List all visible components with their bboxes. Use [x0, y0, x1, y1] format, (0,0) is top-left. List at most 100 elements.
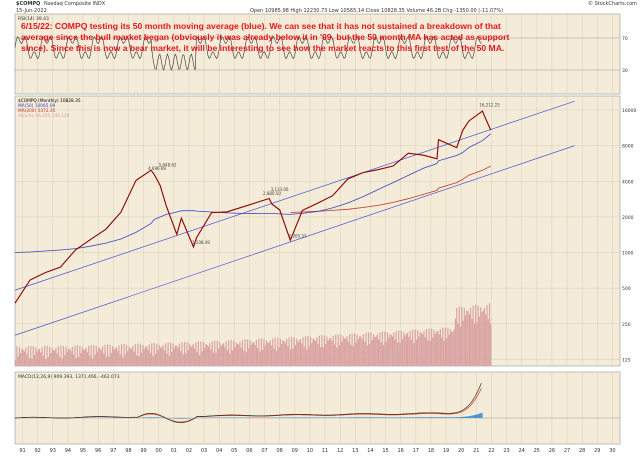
volume-bar [323, 335, 326, 366]
macd-hist-bar [294, 417, 297, 418]
volume-bar [93, 344, 95, 366]
x-tick-label: 20 [458, 448, 464, 454]
volume-bar [346, 335, 348, 366]
macd-hist-bar [187, 418, 189, 419]
volume-bar [83, 350, 85, 366]
volume-bar [122, 357, 124, 366]
macd-hist-bar [360, 417, 362, 418]
macd-hist-bar [395, 417, 397, 418]
volume-bar [403, 332, 405, 366]
volume-bar [267, 342, 269, 366]
volume-bar [452, 331, 454, 366]
volume-bar [311, 342, 313, 366]
volume-bar [104, 344, 106, 366]
price-stats: Open 10985.98 High 12230.73 Low 10565.14… [250, 8, 504, 14]
macd-hist-bar [379, 417, 381, 418]
macd-hist-bar [183, 418, 186, 419]
macd-hist-bar [438, 417, 440, 418]
volume-bar [408, 336, 410, 366]
volume-bar [233, 340, 235, 366]
volume-bar [443, 340, 445, 366]
volume-bar [248, 348, 250, 366]
macd-hist-bar [453, 417, 455, 418]
volume-bar [124, 354, 126, 366]
volume-bar [210, 349, 212, 366]
volume-bar [342, 336, 344, 366]
macd-hist-bar [434, 417, 436, 418]
volume-bar [235, 342, 237, 366]
volume-bar [207, 346, 210, 366]
price-line [14, 110, 492, 304]
macd-hist-bar [433, 417, 435, 418]
volume-bar [449, 329, 452, 366]
macd-hist-bar [480, 413, 482, 418]
macd-hist-bar [185, 418, 187, 419]
macd-hist-bar [346, 417, 348, 418]
volume-bar [52, 350, 55, 366]
macd-hist-bar [437, 417, 439, 418]
volume-bar [309, 336, 312, 366]
volume-bar [71, 346, 73, 366]
volume-bar [137, 343, 139, 366]
volume-bar [417, 330, 419, 366]
volume-bar [458, 306, 460, 366]
macd-hist-bar [418, 417, 420, 418]
macd-hist-bar [428, 417, 430, 418]
volume-bar [435, 331, 438, 366]
macd-hist-bar [429, 417, 431, 418]
volume-bar [414, 329, 416, 366]
volume-bar [42, 355, 44, 366]
volume-bar [444, 327, 447, 366]
x-tick-label: 99 [140, 448, 146, 454]
volume-bar [308, 346, 310, 366]
volume-bar [294, 345, 297, 366]
macd-hist-bar [301, 417, 303, 418]
x-tick-label: 14 [367, 448, 373, 454]
volume-bar [199, 354, 201, 366]
volume-bar [447, 327, 449, 366]
volume-bar [69, 348, 71, 366]
macd-hist-bar [388, 417, 390, 418]
volume-bar [182, 354, 184, 366]
volume-bar [314, 340, 317, 366]
macd-hist-bar [408, 417, 410, 418]
volume-bar [185, 353, 187, 366]
volume-bar [234, 347, 236, 366]
macd-hist-bar [287, 417, 289, 418]
x-tick-label: 03 [201, 448, 207, 454]
volume-bar [85, 347, 87, 366]
volume-bar [118, 345, 120, 366]
volume-bar [359, 336, 361, 366]
volume-bar [16, 346, 18, 366]
x-tick-label: 26 [549, 448, 555, 454]
volume-bar [409, 330, 411, 366]
volume-bar [454, 318, 457, 366]
macd-hist-bar [347, 417, 349, 418]
volume-bar [365, 332, 367, 366]
volume-bar [64, 354, 66, 366]
volume-bar [84, 349, 86, 366]
volume-bar [241, 339, 244, 366]
volume-bar [343, 338, 346, 366]
volume-bar [386, 332, 389, 366]
volume-bar [480, 307, 482, 366]
volume-bar [260, 338, 262, 366]
x-tick-label: 93 [50, 448, 56, 454]
volume-bar [405, 334, 407, 366]
volume-bar [40, 352, 42, 366]
volume-bar [215, 352, 217, 366]
volume-bar [142, 344, 144, 366]
macd-hist-bar [456, 417, 458, 418]
macd-hist-bar [442, 417, 444, 418]
volume-bar [148, 344, 150, 366]
macd-hist-bar [355, 417, 357, 418]
volume-bar [279, 338, 281, 366]
volume-bar [196, 351, 198, 366]
volume-bar [159, 347, 162, 366]
volume-bar [318, 335, 320, 366]
volume-bar [123, 344, 125, 366]
x-tick-label: 02 [186, 448, 192, 454]
volume-bar [154, 354, 157, 366]
volume-bar [80, 353, 82, 366]
